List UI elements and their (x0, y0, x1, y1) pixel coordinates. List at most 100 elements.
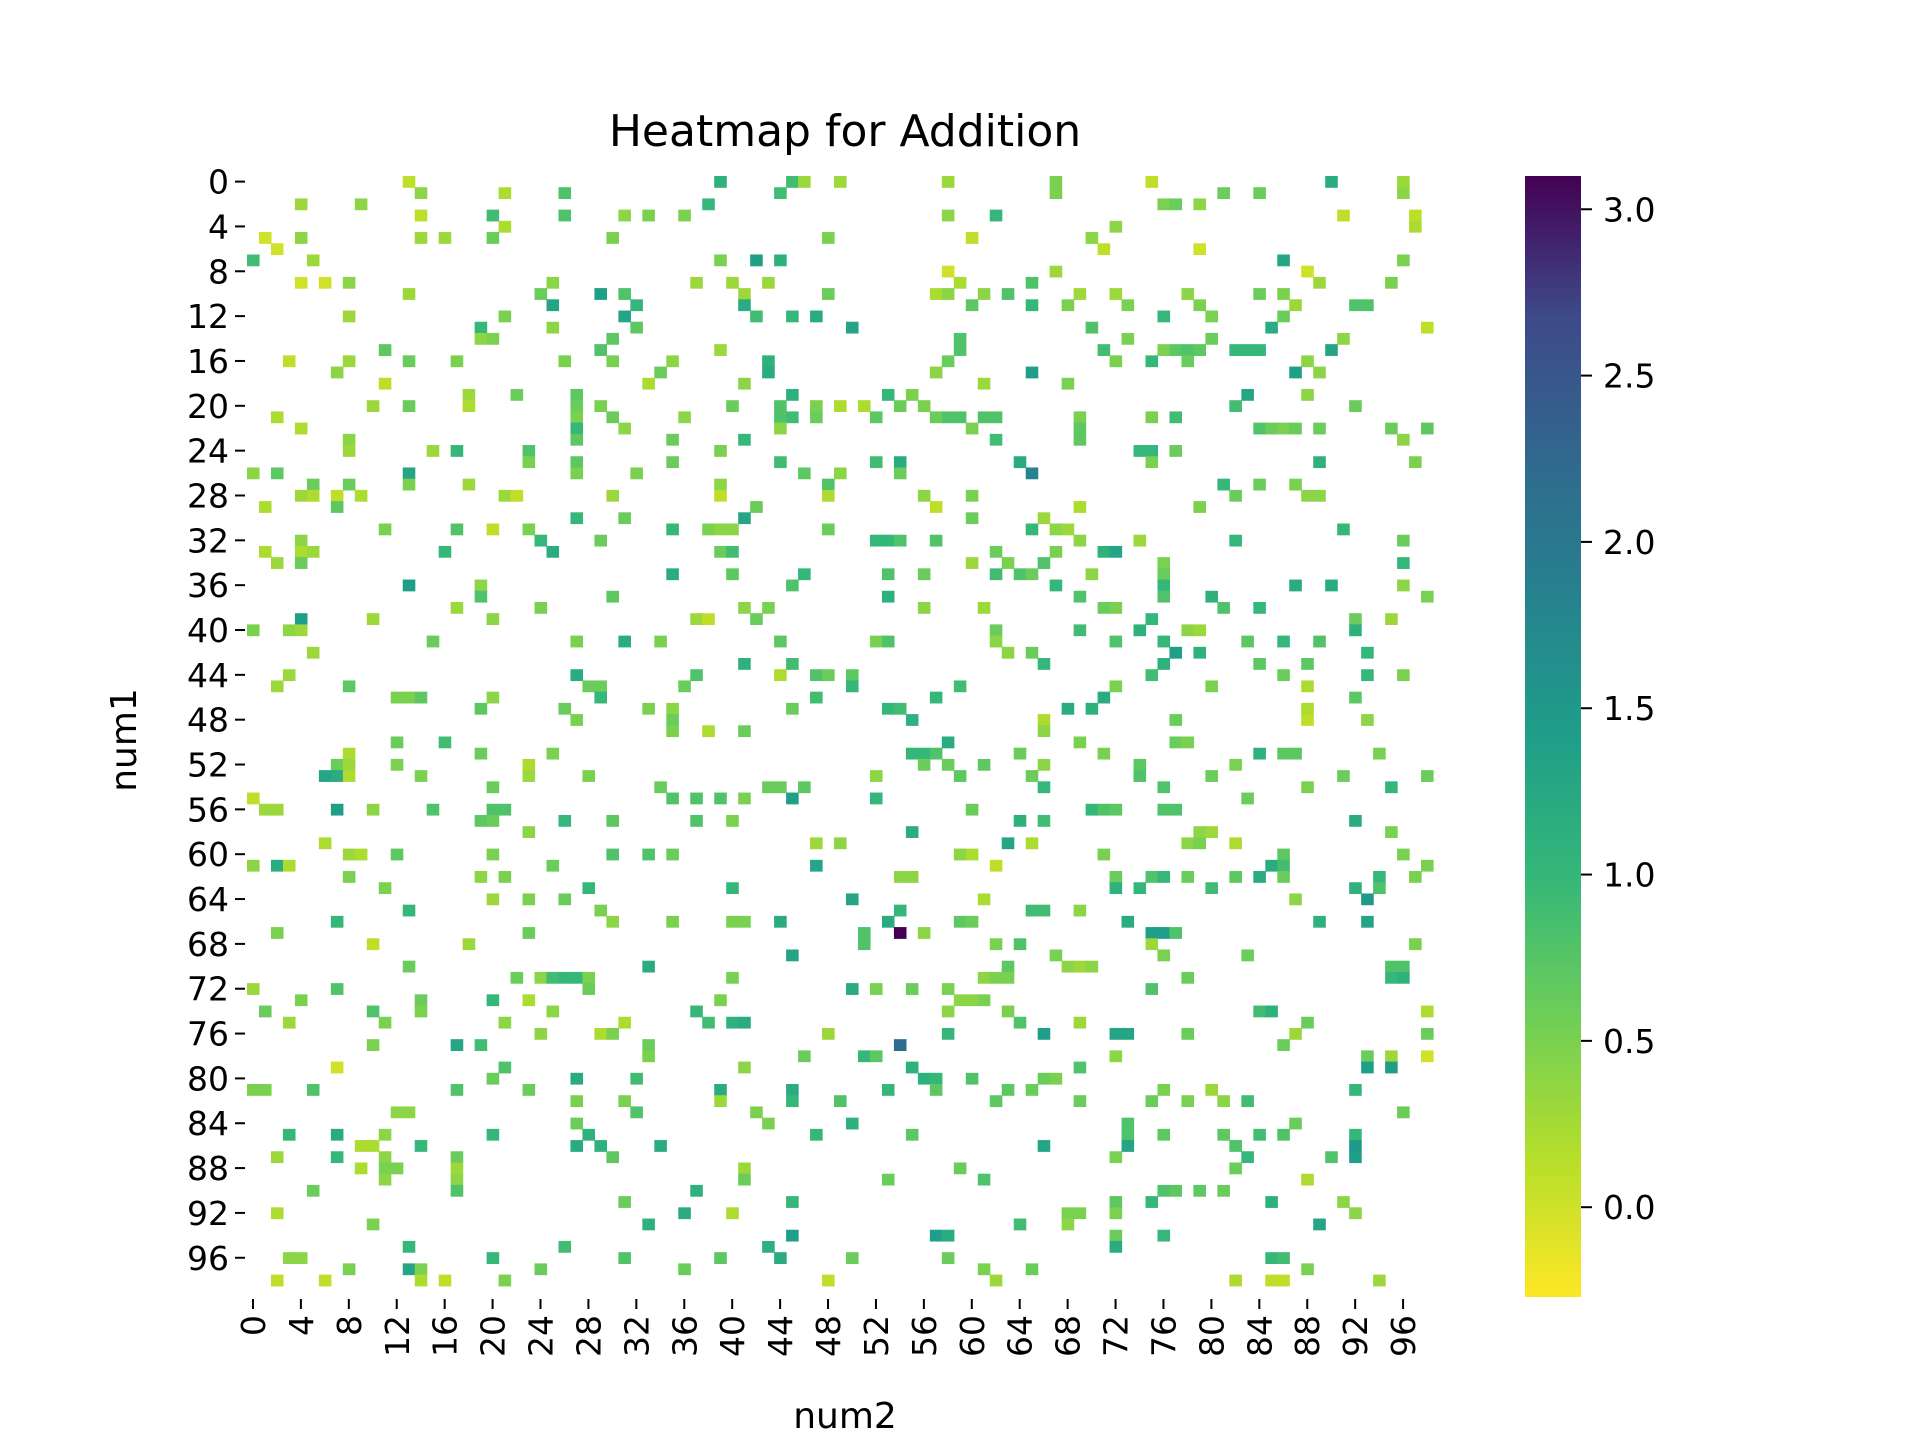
heatmap-cell (1037, 1140, 1051, 1152)
heatmap-cell (1265, 1005, 1278, 1018)
heatmap-cell (1205, 590, 1218, 603)
heatmap-cell (1049, 265, 1063, 278)
heatmap-cell (1409, 209, 1422, 222)
heatmap-cell (774, 411, 787, 424)
heatmap-cell (810, 310, 823, 323)
heatmap-cell (1193, 243, 1206, 256)
heatmap-cell (486, 781, 500, 794)
heatmap-cell (965, 557, 979, 569)
heatmap-cell (834, 400, 847, 413)
heatmap-cell (881, 915, 895, 928)
heatmap-cell (1049, 579, 1063, 592)
heatmap-cell (786, 1229, 799, 1242)
heatmap-cell (1061, 960, 1075, 973)
heatmap-cell (1181, 837, 1195, 850)
heatmap-cell (1397, 669, 1410, 682)
heatmap-cell (1073, 1207, 1087, 1220)
heatmap-cell (738, 658, 751, 670)
heatmap-cell (762, 366, 775, 379)
heatmap-cell (522, 994, 536, 1007)
heatmap-cell (1289, 893, 1302, 906)
heatmap-cell (965, 422, 979, 435)
heatmap-cell (726, 276, 739, 289)
heatmap-cell (702, 198, 715, 211)
heatmap-cell (270, 927, 284, 939)
heatmap-cell (1169, 927, 1183, 939)
heatmap-cell (929, 534, 943, 547)
heatmap-cell (282, 1128, 296, 1141)
heatmap-cell (762, 601, 775, 614)
heatmap-cell (282, 669, 296, 682)
x-tick-label: 4 (282, 1315, 321, 1336)
heatmap-cell (678, 209, 691, 222)
heatmap-cell (893, 1039, 907, 1051)
heatmap-cell (378, 882, 392, 895)
heatmap-cell (474, 747, 488, 760)
heatmap-cell (570, 456, 584, 469)
heatmap-cell (1157, 1229, 1171, 1242)
heatmap-cell (1073, 1016, 1087, 1029)
heatmap-cell (941, 176, 955, 188)
heatmap-cell (1277, 288, 1290, 300)
heatmap-cell (522, 893, 536, 906)
heatmap-cell (258, 1005, 272, 1018)
colorbar-ticks: 0.0 0.5 1.0 1.5 2.0 2.5 3.0 (1581, 190, 1655, 1227)
heatmap-cell (1061, 1218, 1075, 1231)
heatmap-cell (1349, 1151, 1362, 1164)
heatmap-cell (1205, 1084, 1218, 1096)
heatmap-cell (1289, 1117, 1302, 1130)
heatmap-cell (654, 366, 667, 379)
heatmap-cell (1085, 568, 1099, 581)
heatmap-cell (989, 1274, 1003, 1287)
heatmap-cell (1385, 781, 1398, 794)
heatmap-cell (666, 702, 679, 715)
heatmap-cell (1133, 534, 1147, 547)
heatmap-cell (438, 736, 452, 749)
heatmap-cell (714, 523, 727, 536)
heatmap-cell (1061, 377, 1075, 390)
heatmap-cell (474, 702, 488, 715)
heatmap-cell (570, 512, 584, 525)
heatmap-cell (570, 1072, 584, 1085)
heatmap-cell (822, 523, 835, 536)
heatmap-cell (486, 613, 500, 625)
heatmap-cell (1157, 1184, 1171, 1197)
heatmap-cell (606, 814, 619, 827)
heatmap-cell (618, 512, 631, 525)
heatmap-cell (1349, 691, 1362, 704)
heatmap-cell (1325, 1151, 1338, 1164)
heatmap-cell (846, 1252, 859, 1264)
heatmap-cell (522, 770, 536, 782)
heatmap-cell (582, 1128, 596, 1141)
heatmap-cell (247, 1084, 260, 1096)
heatmap-cell (1049, 523, 1063, 536)
heatmap-cell (402, 467, 416, 480)
heatmap-cell (462, 400, 476, 413)
heatmap-cell (1181, 624, 1195, 637)
colorbar-tick-label: 1.0 (1603, 856, 1655, 895)
heatmap-cell (342, 310, 356, 323)
heatmap-cell (1193, 198, 1206, 211)
heatmap-cell (294, 1252, 308, 1264)
heatmap-cell (989, 624, 1003, 637)
heatmap-cell (294, 489, 308, 502)
heatmap-cell (1253, 1128, 1266, 1141)
heatmap-cell (1145, 669, 1159, 682)
heatmap-cell (1337, 1196, 1350, 1208)
heatmap-cell (774, 669, 787, 682)
heatmap-cell (1205, 770, 1218, 782)
heatmap-cell (678, 680, 691, 693)
heatmap-cell (1193, 646, 1206, 659)
heatmap-cell (738, 1173, 751, 1186)
x-axis: 0 4 8 12 16 20 24 28 32 36 40 44 48 52 56 60 64 68 72 76 80 8… (234, 1299, 1423, 1357)
heatmap-cell (342, 276, 356, 289)
heatmap-cell (989, 568, 1003, 581)
heatmap-cell (1193, 344, 1206, 356)
heatmap-cell (1001, 971, 1015, 984)
heatmap-cell (1157, 635, 1171, 648)
heatmap-cell (1205, 882, 1218, 895)
heatmap-cell (1145, 355, 1159, 368)
heatmap-cell (294, 198, 308, 211)
heatmap-cell (726, 568, 739, 581)
heatmap-cell (1289, 579, 1302, 592)
